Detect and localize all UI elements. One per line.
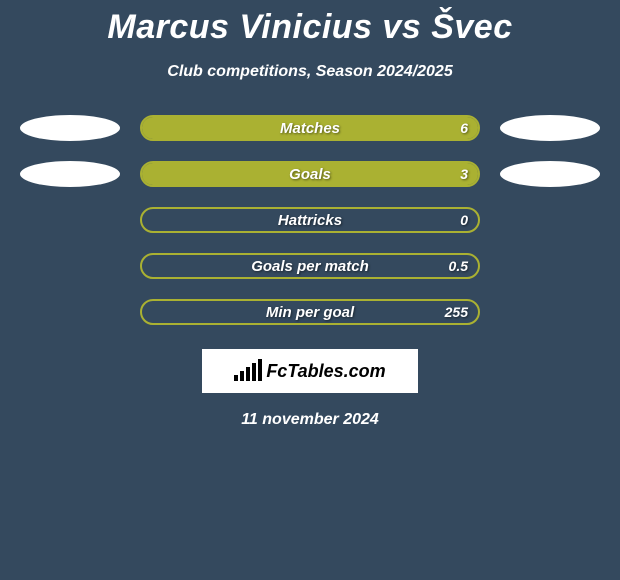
left-placeholder bbox=[0, 115, 140, 141]
date-text: 11 november 2024 bbox=[0, 411, 620, 429]
stat-value: 255 bbox=[445, 301, 468, 323]
stat-bar: Goals3 bbox=[140, 161, 480, 187]
player-right-ellipse bbox=[500, 161, 600, 187]
logo-text: FcTables.com bbox=[266, 361, 385, 382]
stat-bar: Hattricks0 bbox=[140, 207, 480, 233]
page-title: Marcus Vinicius vs Švec bbox=[0, 0, 620, 47]
stat-label: Min per goal bbox=[142, 301, 478, 323]
stat-label: Goals per match bbox=[142, 255, 478, 277]
right-placeholder bbox=[480, 161, 620, 187]
stat-bar: Matches6 bbox=[140, 115, 480, 141]
left-placeholder bbox=[0, 161, 140, 187]
stat-value: 0 bbox=[460, 209, 468, 231]
player-right-ellipse bbox=[500, 115, 600, 141]
stat-value: 6 bbox=[460, 117, 468, 139]
stat-bar: Goals per match0.5 bbox=[140, 253, 480, 279]
stat-row: Goals per match0.5 bbox=[0, 243, 620, 289]
player-left-ellipse bbox=[20, 161, 120, 187]
stat-bar: Min per goal255 bbox=[140, 299, 480, 325]
stat-row: Min per goal255 bbox=[0, 289, 620, 335]
logo-bars-icon bbox=[234, 361, 262, 381]
stat-label: Matches bbox=[142, 117, 478, 139]
stat-value: 0.5 bbox=[449, 255, 468, 277]
subtitle: Club competitions, Season 2024/2025 bbox=[0, 63, 620, 81]
stat-row: Goals3 bbox=[0, 151, 620, 197]
stat-row: Matches6 bbox=[0, 105, 620, 151]
right-placeholder bbox=[480, 115, 620, 141]
player-left-ellipse bbox=[20, 115, 120, 141]
logo: FcTables.com bbox=[234, 361, 385, 382]
stat-label: Hattricks bbox=[142, 209, 478, 231]
stat-rows: Matches6Goals3Hattricks0Goals per match0… bbox=[0, 105, 620, 335]
stat-value: 3 bbox=[460, 163, 468, 185]
stat-label: Goals bbox=[142, 163, 478, 185]
logo-box: FcTables.com bbox=[202, 349, 418, 393]
stat-row: Hattricks0 bbox=[0, 197, 620, 243]
